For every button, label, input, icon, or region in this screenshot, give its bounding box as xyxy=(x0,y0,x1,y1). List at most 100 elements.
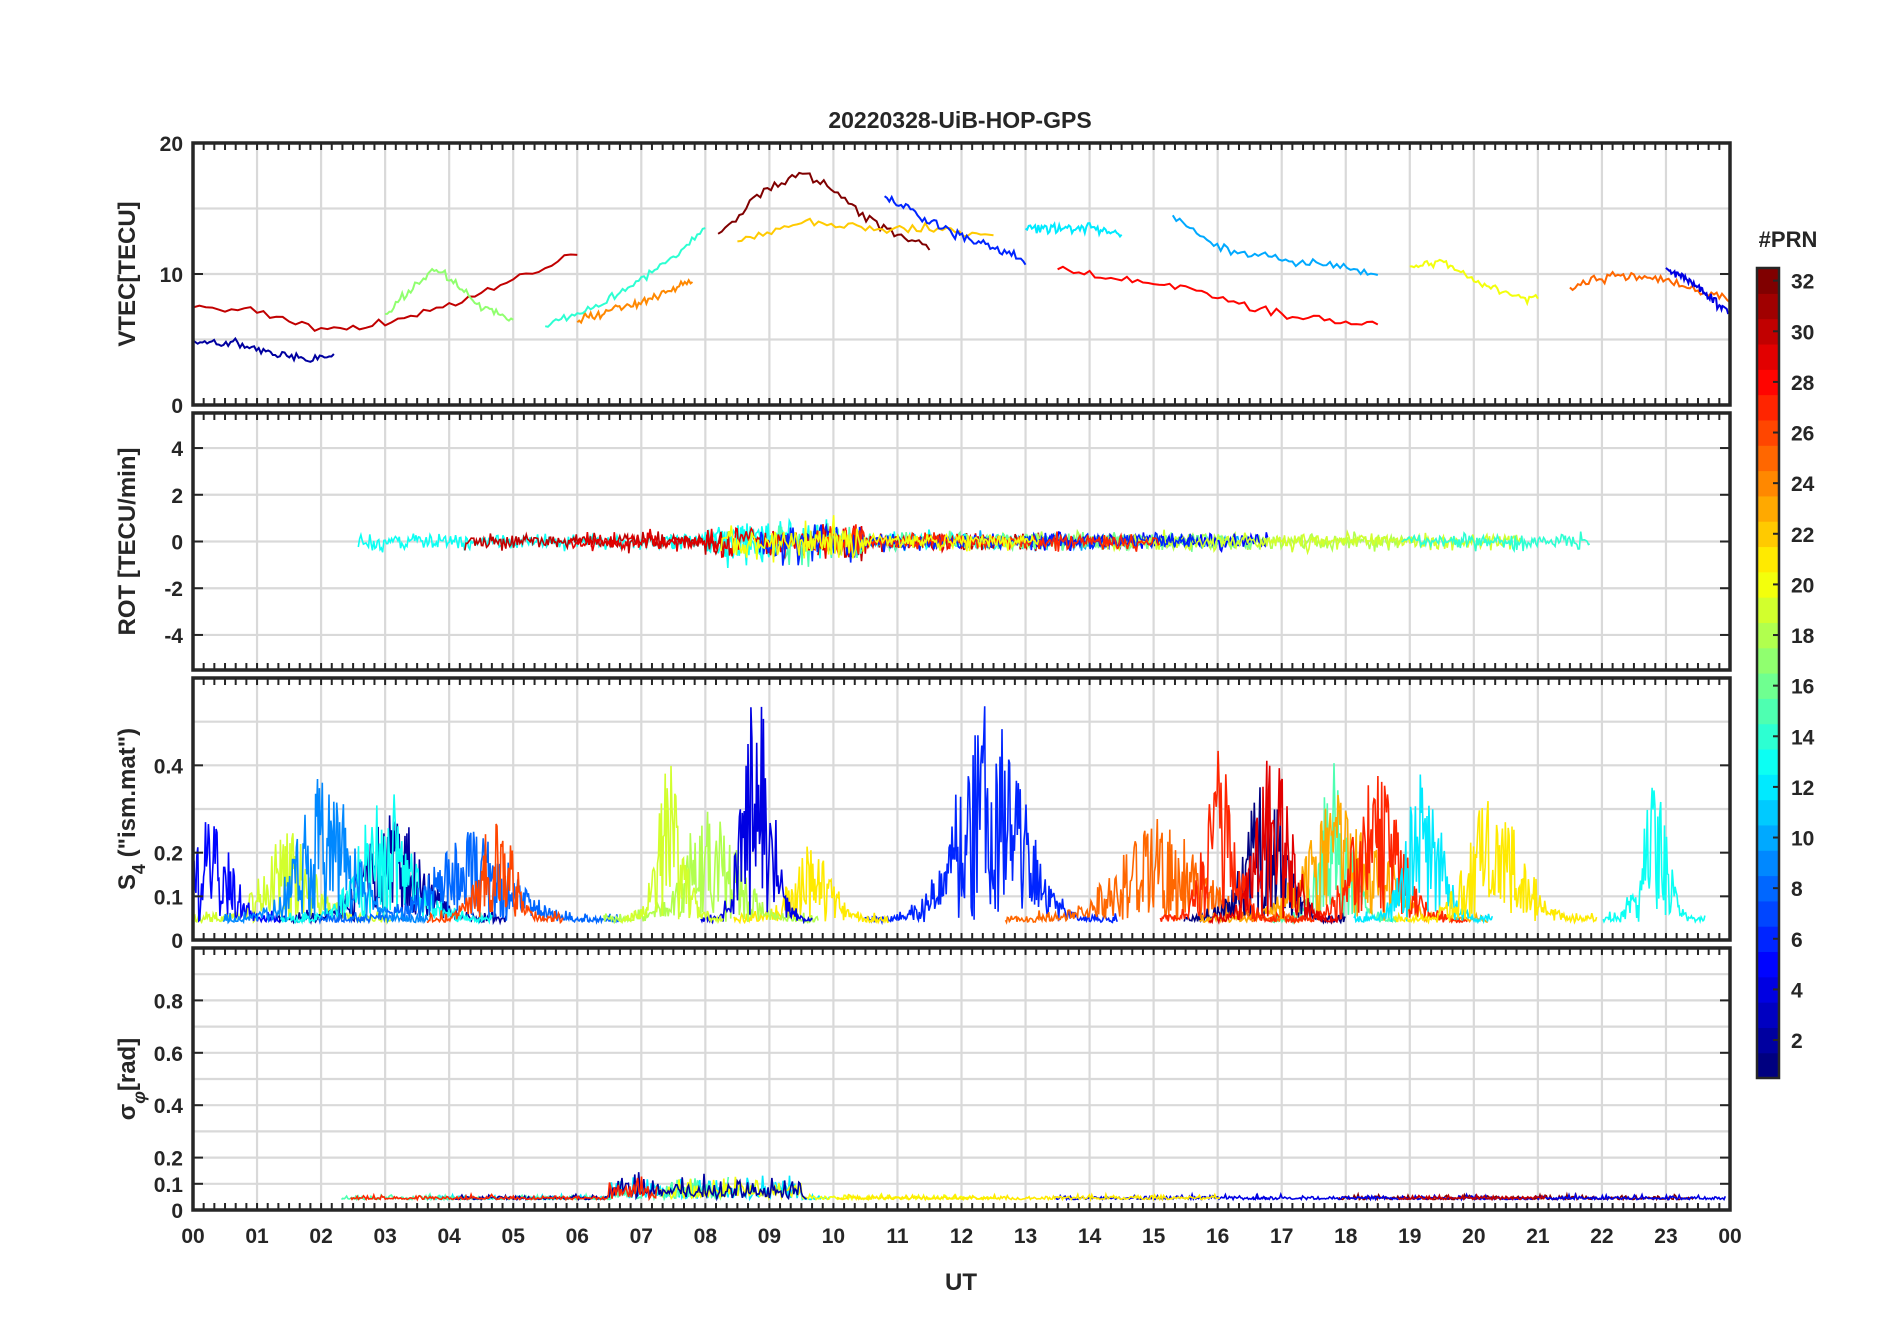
colorbar-segment xyxy=(1757,824,1779,851)
colorbar-segment xyxy=(1757,1027,1779,1054)
chart-title: 20220328-UiB-HOP-GPS xyxy=(828,107,1091,133)
colorbar-segment xyxy=(1757,571,1779,598)
x-tick-label: 19 xyxy=(1398,1225,1421,1248)
x-tick-label: 10 xyxy=(822,1225,845,1248)
colorbar-segment xyxy=(1757,293,1779,320)
y-axis-label-vtec: VTEC[TECU] xyxy=(114,201,141,346)
track-prn-30 xyxy=(193,253,578,332)
x-tick-label: 05 xyxy=(502,1225,526,1248)
y-tick-label: 0.2 xyxy=(154,1148,183,1171)
colorbar-segment xyxy=(1757,951,1779,978)
x-tick-label: 12 xyxy=(950,1225,973,1248)
colorbar-segment xyxy=(1757,723,1779,750)
track-prn-17 xyxy=(385,267,514,322)
track-prn-4 xyxy=(1665,267,1730,315)
colorbar-segment xyxy=(1757,394,1779,421)
y-tick-label: 0.1 xyxy=(154,886,184,909)
track-prn-14 xyxy=(544,227,706,328)
colorbar-segment xyxy=(1757,1052,1779,1079)
colorbar-tick-label: 32 xyxy=(1791,271,1814,294)
track-prn-2 xyxy=(193,336,335,363)
axes-frame-sigma_phi xyxy=(191,946,1732,1212)
colorbar-segment xyxy=(1757,343,1779,370)
rot-track-prn-20 xyxy=(720,515,1040,563)
colorbar-segment xyxy=(1757,926,1779,953)
colorbar-segment xyxy=(1757,698,1779,725)
colorbar-segment xyxy=(1757,369,1779,396)
y-tick-label: 0 xyxy=(171,532,183,555)
y-tick-label: 0 xyxy=(171,930,183,953)
x-tick-label: 01 xyxy=(245,1225,269,1248)
y-tick-label: 0 xyxy=(171,1200,183,1223)
track-prn-22 xyxy=(737,217,994,243)
sigma-track-prn-21 xyxy=(836,1191,1221,1203)
axes-frame-vtec xyxy=(191,141,1732,407)
colorbar-tick-label: 18 xyxy=(1791,625,1815,648)
y-tick-label: 0 xyxy=(171,395,183,418)
s4-track-prn-29 xyxy=(1208,760,1339,925)
s4-track-prn-25 xyxy=(1004,818,1312,925)
y-tick-label: -2 xyxy=(164,578,183,601)
x-axis-label: UT xyxy=(945,1269,977,1296)
colorbar-tick-label: 2 xyxy=(1791,1030,1803,1053)
y-axis-label-sub: 4 xyxy=(129,864,149,874)
s4-track-prn-6 xyxy=(864,706,1118,926)
x-tick-label: 00 xyxy=(1718,1225,1741,1248)
axes-frame-s4 xyxy=(191,676,1732,942)
y-axis-label-sub: φ xyxy=(129,1091,149,1104)
colorbar-tick-label: 8 xyxy=(1791,878,1803,901)
s4-track-prn-21 xyxy=(733,846,889,925)
y-tick-label: 0.4 xyxy=(154,1095,184,1118)
x-tick-label: 09 xyxy=(758,1225,781,1248)
sigma-track-prn-30 xyxy=(1397,1193,1547,1202)
colorbar-tick-label: 12 xyxy=(1791,777,1814,800)
grid-vtec xyxy=(193,143,1730,405)
x-tick-label: 18 xyxy=(1334,1225,1358,1248)
x-tick-label: 17 xyxy=(1270,1225,1293,1248)
colorbar-segment xyxy=(1757,521,1779,548)
y-tick-label: 0.8 xyxy=(154,990,184,1013)
colorbar-segment xyxy=(1757,1002,1779,1028)
x-tick-label: 22 xyxy=(1590,1225,1613,1248)
colorbar-segment xyxy=(1757,673,1779,699)
sigma-track-prn-27 xyxy=(350,1176,658,1202)
x-tick-label: 21 xyxy=(1526,1225,1550,1248)
y-axis-label-main: σ xyxy=(114,1104,141,1120)
x-tick-label: 02 xyxy=(309,1225,332,1248)
colorbar-tick-label: 14 xyxy=(1791,726,1815,749)
series-s4 xyxy=(193,706,1706,926)
colorbar-tick-label: 20 xyxy=(1791,574,1814,597)
s4-track-prn-15 xyxy=(1271,763,1399,925)
colorbar-frame xyxy=(1755,266,1781,1080)
colorbar-tick-label: 4 xyxy=(1791,979,1803,1002)
s4-track-prn-21 xyxy=(1393,801,1598,925)
panel-s4: 00.10.20.4S4 ("ism.mat") xyxy=(114,676,1732,953)
colorbar-segment xyxy=(1757,546,1779,573)
y-axis-label-rest: [rad] xyxy=(114,1038,141,1091)
x-tick-label: 14 xyxy=(1078,1225,1102,1248)
colorbar-segment xyxy=(1757,445,1779,472)
colorbar-segment xyxy=(1757,850,1779,877)
y-tick-label: -4 xyxy=(164,625,183,648)
x-tick-label: 07 xyxy=(630,1225,653,1248)
y-tick-label: 10 xyxy=(160,264,183,287)
y-axis-label-rest: ("ism.mat") xyxy=(114,728,141,864)
colorbar-tick-label: 30 xyxy=(1791,321,1814,344)
y-axis-label-sigma_phi: σφ[rad] xyxy=(114,1038,149,1120)
track-prn-32 xyxy=(717,171,931,251)
track-prn-24 xyxy=(576,278,694,325)
rot-track-prn-14 xyxy=(1401,531,1591,553)
colorbar-segment xyxy=(1757,774,1779,801)
x-tick-label: 20 xyxy=(1462,1225,1485,1248)
colorbar-title: #PRN xyxy=(1759,227,1818,252)
y-axis-label-rot: ROT [TECU/min] xyxy=(114,448,141,636)
s4-track-prn-26 xyxy=(426,823,564,925)
colorbar-tick-label: 10 xyxy=(1791,828,1814,851)
rot-track-prn-27 xyxy=(813,524,1160,556)
s4-track-prn-27 xyxy=(1159,750,1280,924)
series-sigma_phi xyxy=(340,1172,1727,1203)
series-vtec xyxy=(193,171,1730,363)
x-tick-label: 08 xyxy=(694,1225,718,1248)
